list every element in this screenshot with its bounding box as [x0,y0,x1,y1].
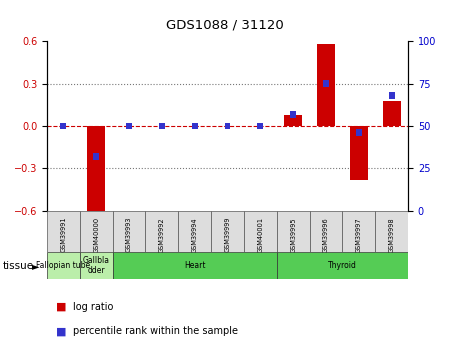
Text: ■: ■ [56,326,67,336]
Bar [159,123,165,129]
Text: GSM39999: GSM39999 [225,217,230,253]
Bar [350,126,368,180]
Bar [277,211,310,252]
Text: GSM39991: GSM39991 [61,217,66,253]
Bar [80,211,113,252]
Text: Fallopian tube: Fallopian tube [36,261,91,270]
Text: GSM39992: GSM39992 [159,217,165,253]
Text: GSM39993: GSM39993 [126,217,132,253]
Bar [126,123,132,129]
Text: GSM40000: GSM40000 [93,217,99,253]
Bar [342,211,375,252]
Text: GSM40001: GSM40001 [257,217,263,253]
Bar [389,92,394,99]
Bar [145,211,178,252]
Text: Thyroid: Thyroid [328,261,357,270]
Bar [113,252,277,279]
Bar [87,126,105,214]
Text: log ratio: log ratio [73,302,113,312]
Bar [323,80,329,87]
Bar [257,123,263,129]
Bar [310,211,342,252]
Text: GSM39998: GSM39998 [389,217,394,253]
Text: GSM39995: GSM39995 [290,217,296,253]
Bar [178,211,211,252]
Bar [47,211,80,252]
Bar [375,211,408,252]
Text: ■: ■ [56,302,67,312]
Bar [47,252,80,279]
Text: percentile rank within the sample: percentile rank within the sample [73,326,238,336]
Text: Gallbla
dder: Gallbla dder [83,256,110,275]
Text: GSM39997: GSM39997 [356,217,362,253]
Bar [356,129,362,136]
Bar [290,111,296,118]
Bar [61,123,66,129]
Text: GDS1088 / 31120: GDS1088 / 31120 [166,18,284,31]
Text: tissue: tissue [2,261,33,270]
Bar [93,153,99,160]
Bar [113,211,145,252]
Bar [80,252,113,279]
Bar [277,252,408,279]
Bar [225,123,230,129]
Bar [383,101,401,126]
Text: ►: ► [32,261,39,270]
Text: GSM39996: GSM39996 [323,217,329,253]
Bar [244,211,277,252]
Bar [317,44,335,126]
Bar [211,211,244,252]
Bar [192,123,197,129]
Text: GSM39994: GSM39994 [192,217,197,253]
Bar [284,115,302,126]
Text: Heart: Heart [184,261,205,270]
